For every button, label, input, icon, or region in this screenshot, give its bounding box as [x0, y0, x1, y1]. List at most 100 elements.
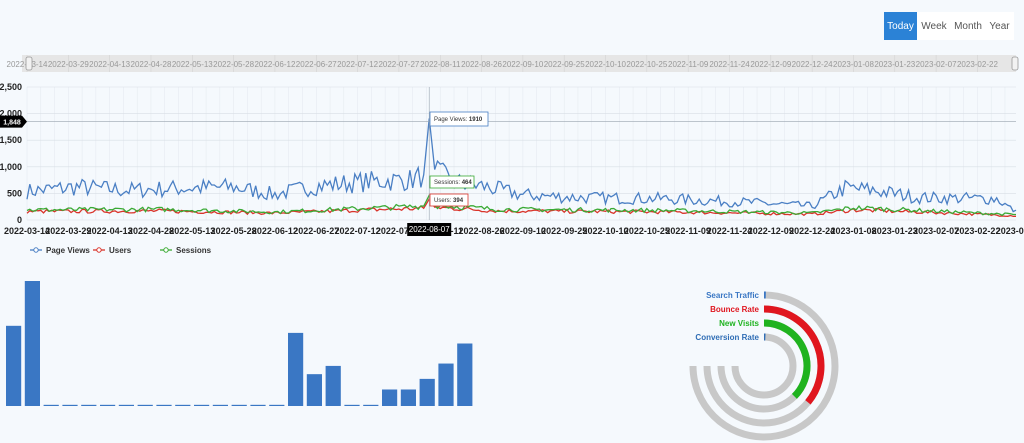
bar[interactable] — [194, 404, 210, 406]
x-axis-tick-label: 2022-04-28 — [128, 226, 174, 236]
x-axis-tick-label: 2022-06-12 — [252, 226, 298, 236]
legend-item[interactable]: Users — [93, 246, 132, 255]
navigator-tick-label: 2022-10-25 — [626, 60, 667, 69]
radial-track — [731, 333, 797, 399]
navigator-tick-label: 2022-03-29 — [48, 60, 89, 69]
x-axis-tick-label: 2022-04-13 — [87, 226, 133, 236]
bar[interactable] — [175, 404, 191, 406]
navigator-tick-label: 2023-02-07 — [916, 60, 957, 69]
bar[interactable] — [269, 404, 285, 406]
bar[interactable] — [24, 281, 40, 406]
x-axis-tick-label: 2022-03-29 — [45, 226, 91, 236]
svg-text:Page Views: 1910: Page Views: 1910 — [434, 117, 483, 123]
navigator-tick-label: 2022-11-09 — [668, 60, 709, 69]
x-axis-tick-label: 2023-01-08 — [830, 226, 876, 236]
bar[interactable] — [156, 404, 172, 406]
navigator-tick-label: 2023-01-23 — [874, 60, 915, 69]
navigator-tick-label: 2022-06-12 — [254, 60, 295, 69]
range-week-button[interactable]: Week — [917, 12, 951, 40]
y-axis-tick-label: 2,000 — [0, 109, 22, 119]
navigator-tick-label: 2023-02-22 — [957, 60, 998, 69]
tooltip-page-views: Page Views: 1910 — [429, 111, 489, 127]
navigator-tick-label: 2022-04-28 — [131, 60, 172, 69]
navigator-tick-label: 2022-10-10 — [585, 60, 626, 69]
x-axis-tick-label: 2022-12-24 — [789, 226, 835, 236]
series-line-page-views[interactable] — [26, 118, 1017, 213]
x-axis-tick-label: 2022-05-28 — [211, 226, 257, 236]
range-selector: Today Week Month Year — [884, 12, 1014, 40]
x-axis-tick-label: 2022-07-12 — [335, 226, 381, 236]
navigator-tick-label: 2022-11-24 — [709, 60, 750, 69]
svg-text:Sessions: 464: Sessions: 464 — [434, 180, 472, 186]
bar[interactable] — [344, 404, 360, 406]
x-axis-tick-label: 2022-10-25 — [624, 226, 670, 236]
x-axis-tick-label: 2022-09-25 — [541, 226, 587, 236]
line-chart-grid — [26, 86, 1016, 221]
bar[interactable] — [231, 404, 247, 406]
bar[interactable] — [457, 343, 473, 407]
navigator-tick-label: 2022-05-13 — [172, 60, 213, 69]
radial-label: Bounce Rate — [710, 305, 759, 314]
crosshair-x-label: 2022-08-07 — [407, 223, 452, 236]
bar[interactable] — [212, 404, 228, 406]
x-axis-tick-label: 2023-03-09 — [996, 226, 1024, 236]
legend-item[interactable]: Page Views — [30, 246, 90, 255]
y-axis-tick-label: 1,000 — [0, 162, 22, 172]
range-navigator[interactable]: 2022-03-142022-03-292022-04-132022-04-28… — [7, 55, 1016, 72]
tooltip-sessions: Sessions: 464 — [429, 175, 475, 189]
bar[interactable] — [288, 332, 304, 406]
x-axis-tick-label: 2022-03-14 — [4, 226, 50, 236]
legend-label: Users — [109, 246, 132, 255]
legend-label: Sessions — [176, 246, 212, 255]
radial-arc-bounce-rate[interactable] — [763, 305, 825, 405]
navigator-left-handle[interactable] — [25, 56, 33, 71]
radial-arc-new-visits[interactable] — [763, 319, 811, 399]
y-axis-tick-label: 500 — [7, 188, 22, 198]
crosshair-y-label: 1,848 — [0, 115, 27, 128]
tooltip-users: Users: 394 — [429, 193, 469, 207]
x-axis-tick-label: 2022-11-24 — [707, 226, 753, 236]
bar[interactable] — [438, 363, 454, 406]
radial-track — [689, 291, 839, 441]
bar[interactable] — [118, 404, 134, 406]
bar[interactable] — [137, 404, 153, 406]
navigator-tick-label: 2022-09-25 — [544, 60, 585, 69]
range-year-button[interactable]: Year — [985, 12, 1014, 40]
bar[interactable] — [400, 389, 416, 406]
navigator-tick-label: 2022-07-12 — [337, 60, 378, 69]
radial-label: Conversion Rate — [695, 333, 759, 342]
bar[interactable] — [6, 325, 22, 406]
svg-text:1,848: 1,848 — [3, 120, 21, 127]
bar[interactable] — [306, 374, 322, 406]
navigator-tick-label: 2022-05-28 — [213, 60, 254, 69]
x-axis-tick-label: 2022-05-13 — [169, 226, 215, 236]
bar[interactable] — [81, 404, 97, 406]
x-axis-tick-label: 2022-12-09 — [748, 226, 794, 236]
radial-label: New Visits — [719, 319, 759, 328]
bar[interactable] — [382, 389, 398, 406]
x-axis-tick-label: 2022-11-09 — [665, 226, 711, 236]
bar[interactable] — [419, 378, 435, 406]
x-axis-tick-label: 2023-01-23 — [872, 226, 918, 236]
bar[interactable] — [250, 404, 266, 406]
bar[interactable] — [43, 404, 59, 406]
navigator-tick-label: 2023-01-08 — [833, 60, 874, 69]
navigator-tick-label: 2022-08-26 — [461, 60, 502, 69]
x-axis-tick-label: 2022-10-10 — [583, 226, 629, 236]
bar[interactable] — [62, 404, 78, 406]
bar[interactable] — [100, 404, 116, 406]
svg-text:Users: 394: Users: 394 — [434, 198, 464, 204]
svg-text:2022-08-07: 2022-08-07 — [409, 225, 450, 234]
bar[interactable] — [363, 404, 379, 406]
bar[interactable] — [325, 365, 341, 406]
range-month-button[interactable]: Month — [951, 12, 985, 40]
x-axis-tick-label: 2022-06-27 — [293, 226, 339, 236]
navigator-right-handle[interactable] — [1011, 56, 1019, 71]
range-today-button[interactable]: Today — [884, 12, 917, 40]
navigator-tick-label: 2022-06-27 — [296, 60, 337, 69]
legend-item[interactable]: Sessions — [160, 246, 212, 255]
navigator-tick-label: 2022-04-13 — [89, 60, 130, 69]
series-line-sessions[interactable] — [26, 193, 1016, 217]
x-axis-tick-label: 2022-09-10 — [500, 226, 546, 236]
